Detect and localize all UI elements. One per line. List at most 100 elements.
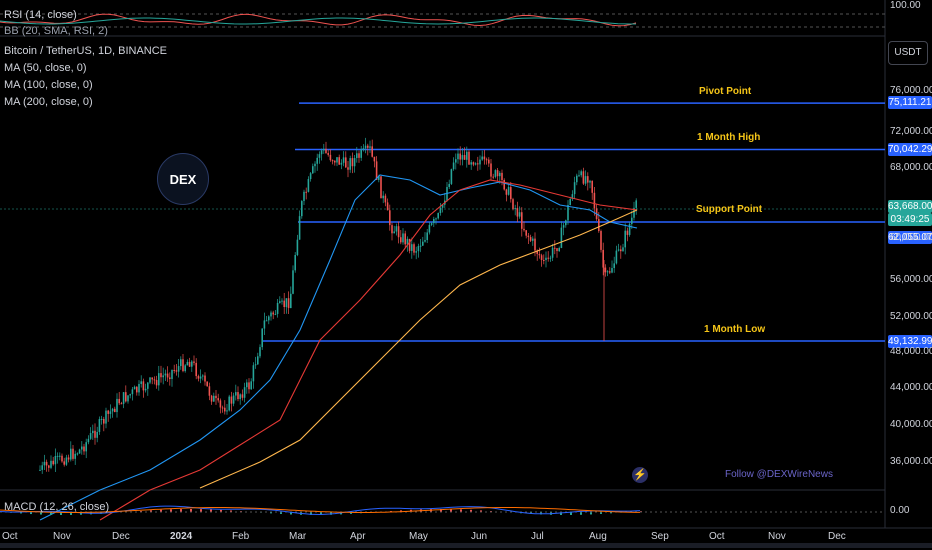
candle-body	[336, 157, 338, 163]
rsi-legend[interactable]: RSI (14, close)	[4, 9, 77, 21]
candle-body	[250, 381, 252, 390]
ma200-legend[interactable]: MA (200, close, 0)	[4, 96, 93, 108]
candle-body	[375, 161, 378, 180]
currency-button[interactable]: USDT	[888, 41, 928, 65]
candle-body	[316, 157, 318, 164]
candle-body	[622, 247, 624, 252]
candle-body	[589, 180, 591, 183]
candle-body	[591, 180, 593, 193]
candle-body	[188, 361, 191, 367]
y-axis-tick: 76,000.00	[890, 85, 932, 96]
candle-body	[569, 199, 571, 206]
candle-body	[65, 457, 68, 465]
candle-body	[437, 212, 439, 219]
candle-body	[133, 386, 136, 390]
candle-body	[329, 154, 332, 161]
candle-body	[408, 238, 411, 251]
candle-body	[543, 259, 545, 261]
candle-body	[72, 448, 74, 459]
candle-body	[193, 361, 195, 363]
candle-body	[602, 249, 604, 268]
candle-body	[48, 465, 50, 468]
candle-body	[386, 202, 389, 211]
candle-body	[109, 411, 112, 414]
candle-body	[160, 373, 162, 378]
macd-histogram-bar	[20, 512, 22, 514]
x-axis-tick: Nov	[768, 531, 786, 542]
ma100-legend[interactable]: MA (100, close, 0)	[4, 79, 93, 91]
macd-legend[interactable]: MACD (12, 26, close)	[4, 501, 110, 513]
candle-body	[213, 395, 215, 402]
macd-histogram-bar	[610, 512, 612, 514]
candle-body	[59, 455, 61, 457]
symbol-title[interactable]: Bitcoin / TetherUS, 1D, BINANCE	[4, 45, 168, 57]
candle-body	[87, 438, 90, 443]
candle-body	[470, 162, 472, 165]
candle-body	[351, 158, 354, 167]
ma50-legend[interactable]: MA (50, close, 0)	[4, 62, 87, 74]
candle-body	[538, 254, 541, 256]
candle-body	[281, 300, 283, 302]
candle-body	[54, 456, 57, 465]
bb-legend[interactable]: BB (20, SMA, RSI, 2)	[4, 25, 108, 37]
candle-body	[580, 171, 582, 176]
macd-histogram-bar	[190, 509, 192, 512]
candle-body	[518, 212, 521, 217]
candle-body	[63, 461, 65, 465]
candle-body	[74, 453, 76, 459]
x-axis-tick: Dec	[828, 531, 846, 542]
candle-body	[492, 176, 494, 178]
candle-body	[166, 373, 169, 378]
candle-body	[83, 446, 85, 452]
candle-body	[94, 430, 96, 438]
macd-histogram-bar	[530, 512, 532, 514]
x-axis-tick: Mar	[289, 531, 307, 542]
candle-body	[228, 396, 230, 411]
candle-body	[208, 386, 211, 396]
candle-body	[516, 208, 519, 217]
candle-body	[606, 271, 609, 273]
candle-body	[494, 170, 497, 177]
support-price-tag: 62,055.07	[888, 231, 932, 244]
candle-body	[545, 257, 547, 260]
candle-body	[593, 192, 596, 209]
candle-body	[61, 455, 63, 462]
macd-histogram-bar	[30, 512, 32, 515]
candle-body	[206, 381, 208, 387]
y-axis-tick: 40,000.00	[890, 419, 932, 430]
candle-body	[195, 362, 197, 377]
candle-body	[303, 191, 305, 202]
candle-body	[235, 392, 237, 396]
macd-histogram-bar	[470, 509, 472, 512]
candle-body	[468, 151, 470, 165]
candle-body	[382, 195, 384, 199]
macd-histogram-bar	[170, 509, 172, 512]
candle-body	[626, 230, 629, 235]
candle-body	[81, 446, 83, 450]
y-axis-tick: 52,000.00	[890, 311, 932, 322]
candle-body	[182, 359, 184, 372]
candle-body	[331, 160, 334, 162]
candle-body	[103, 419, 105, 424]
candle-body	[272, 312, 274, 315]
candle-body	[334, 160, 336, 163]
candle-body	[76, 453, 79, 455]
month-low-price-tag: 49,132.99	[888, 335, 932, 348]
candle-body	[609, 271, 611, 273]
candle-body	[490, 163, 492, 177]
candle-body	[521, 212, 523, 229]
candle-body	[584, 176, 587, 184]
candle-body	[362, 148, 365, 150]
candle-body	[448, 183, 450, 188]
candle-body	[633, 207, 635, 218]
candle-body	[340, 162, 343, 165]
candle-body	[620, 249, 622, 252]
candle-body	[384, 195, 387, 203]
candle-body	[120, 403, 123, 405]
y-axis-tick: 68,000.00	[890, 162, 932, 173]
macd-axis-value: 0.00	[890, 505, 910, 516]
current-price-tag: 63,668.00	[888, 200, 932, 213]
candle-body	[523, 228, 525, 231]
candle-body	[158, 373, 160, 386]
